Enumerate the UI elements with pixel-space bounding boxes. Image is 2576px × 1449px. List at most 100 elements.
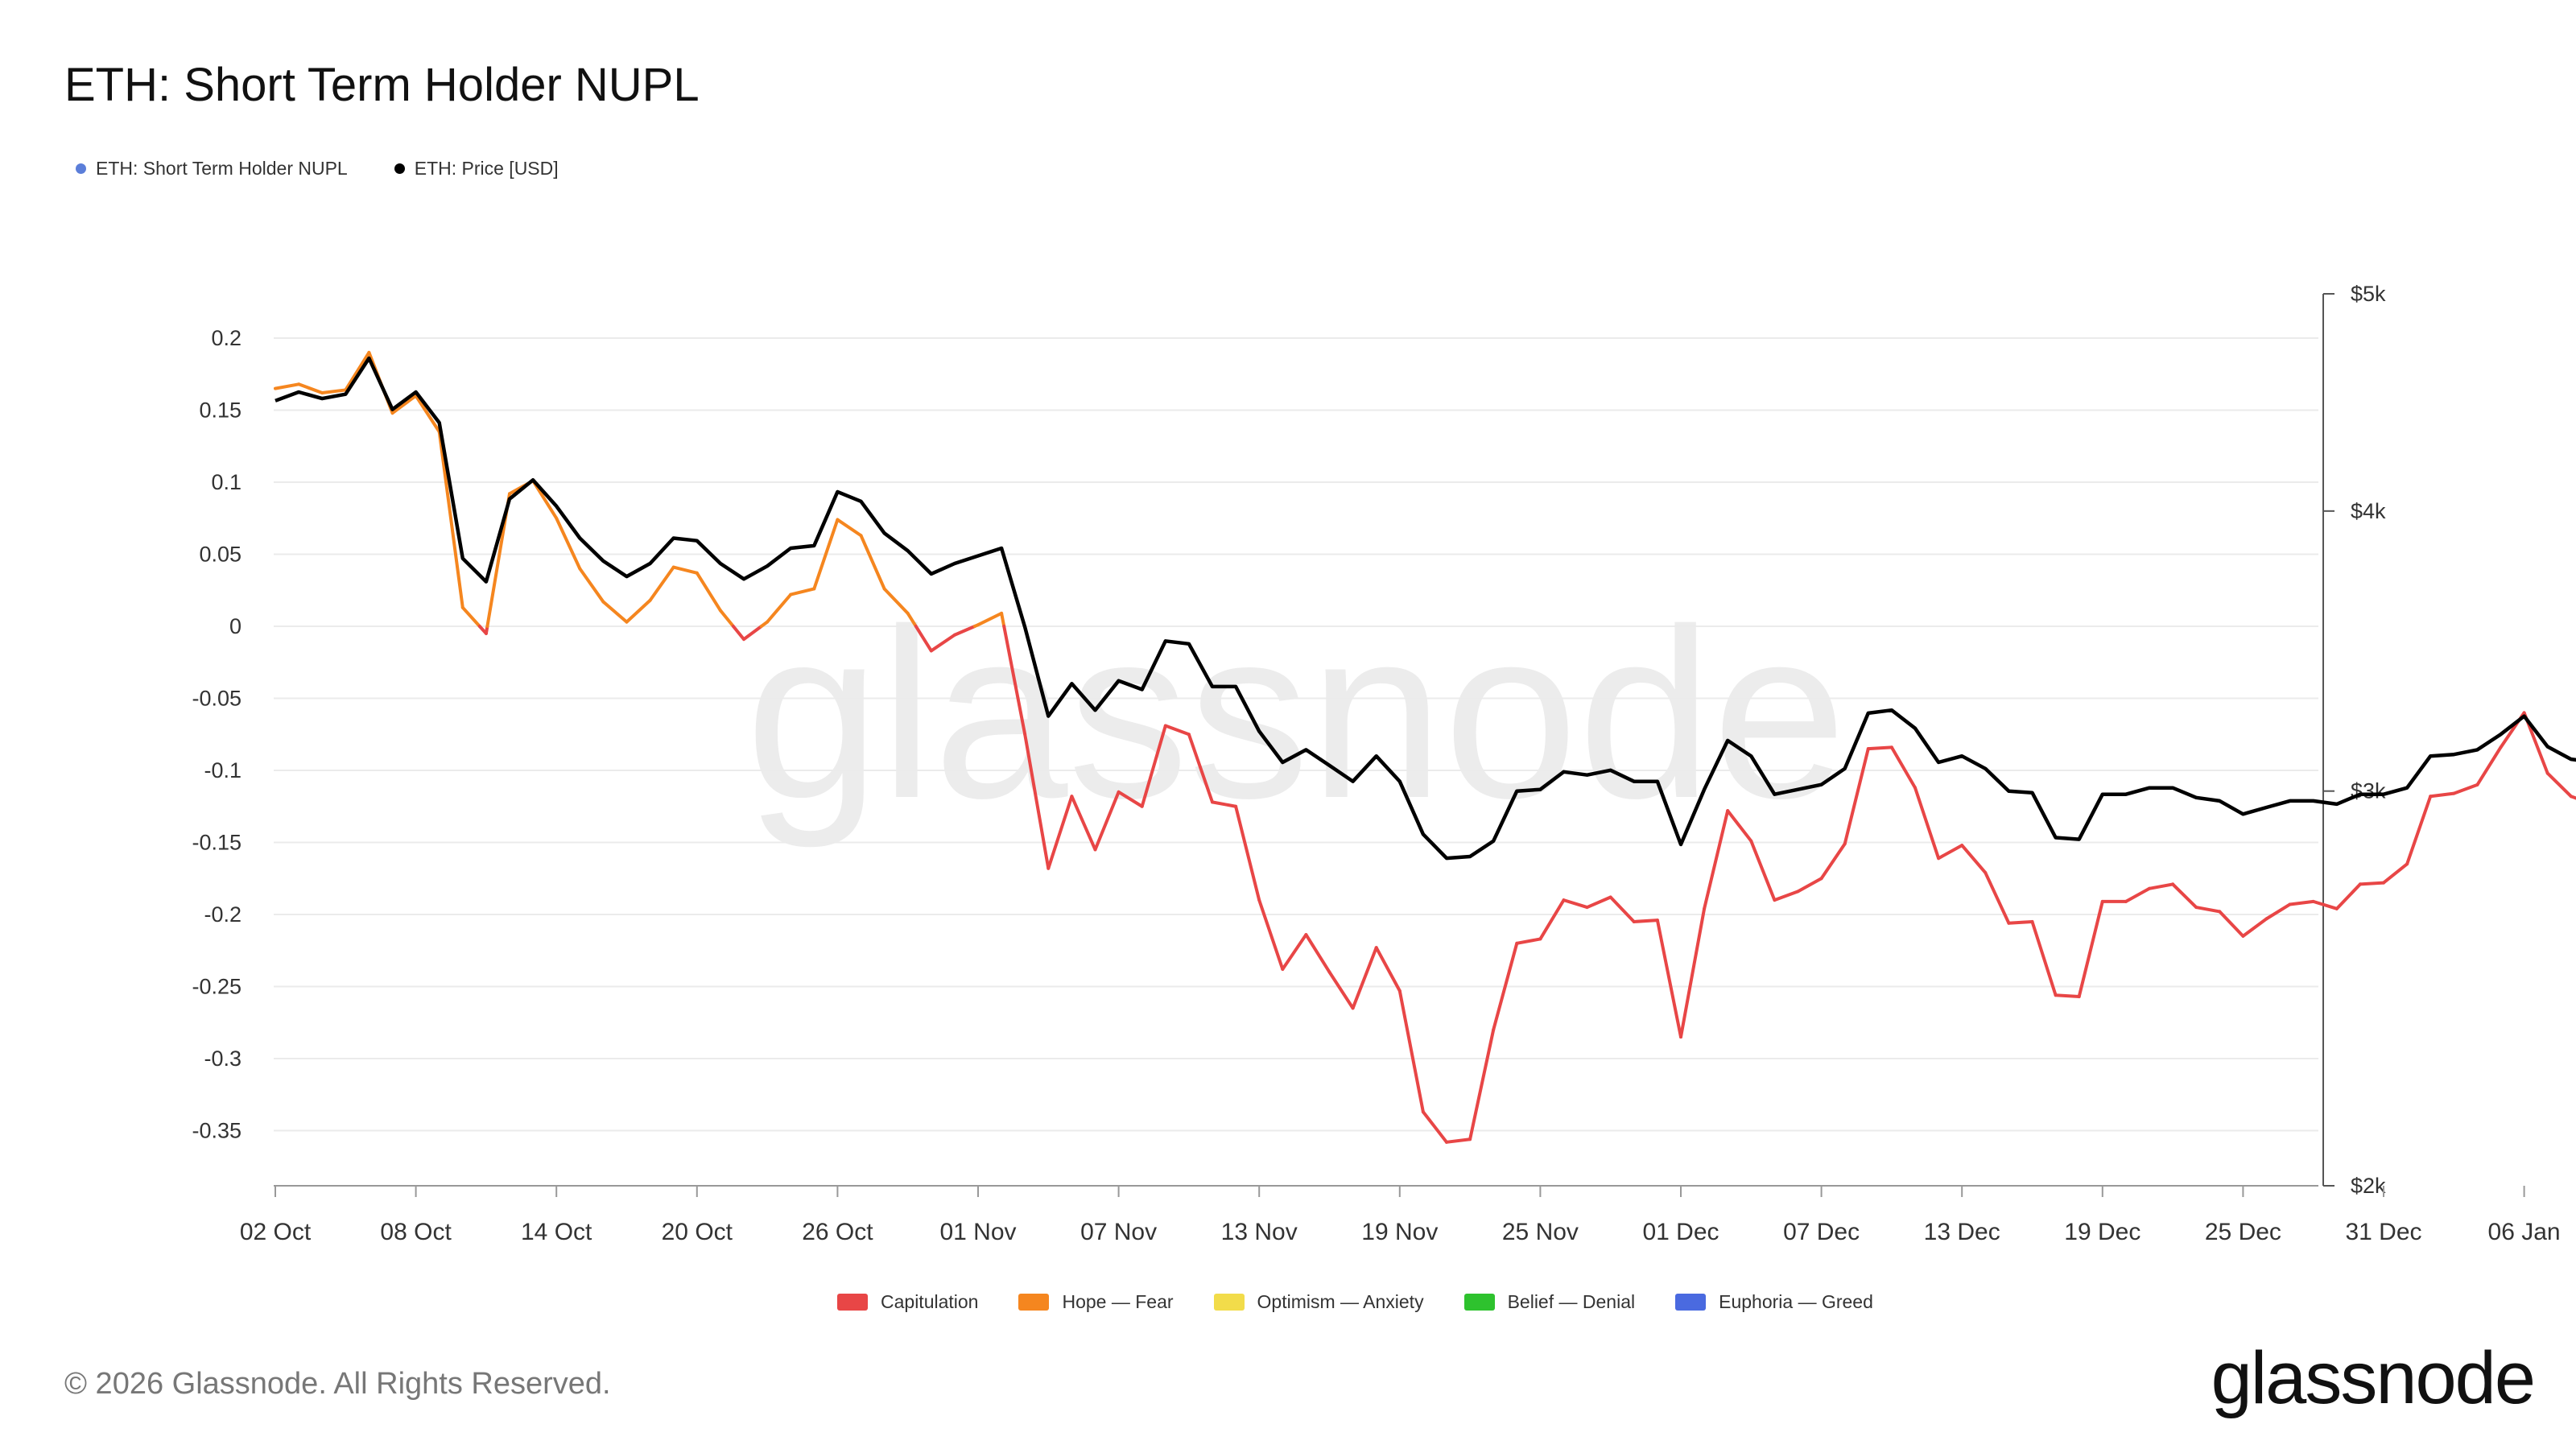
capitulation-swatch-icon: [837, 1294, 868, 1311]
zone-legend-hope-fear[interactable]: Hope — Fear: [1018, 1291, 1174, 1313]
nupl-line-segment: [1000, 611, 1006, 628]
nupl-line-segment: [390, 394, 418, 415]
top-legend: ETH: Short Term Holder NUPL ETH: Price […: [76, 158, 559, 180]
nupl-line-segment: [1538, 898, 1566, 941]
x-tick-label: 07 Nov: [1080, 1219, 1157, 1245]
nupl-line-segment: [1819, 842, 1847, 881]
nupl-line-segment: [625, 598, 652, 624]
x-tick-label: 01 Dec: [1642, 1219, 1719, 1245]
nupl-line-segment: [414, 394, 441, 434]
nupl-line-segment: [2475, 745, 2503, 786]
nupl-line-segment: [1187, 733, 1214, 804]
x-tick-label: 13 Nov: [1221, 1219, 1298, 1245]
nupl-line-segment: [1608, 895, 1636, 923]
nupl-line-segment: [695, 571, 722, 613]
zone-label-belief-denial: Belief — Denial: [1507, 1291, 1636, 1312]
y-left-tick-label: 0.15: [199, 398, 242, 423]
nupl-line-segment: [2334, 882, 2362, 910]
x-tick-label: 19 Dec: [2064, 1219, 2140, 1245]
x-tick-label: 25 Nov: [1502, 1219, 1579, 1245]
zone-label-optimism-anxiety: Optimism — Anxiety: [1257, 1291, 1424, 1312]
nupl-line-segment: [742, 625, 763, 642]
y-right-tick-label: $2k: [2351, 1174, 2386, 1198]
zone-legend-capitulation[interactable]: Capitulation: [837, 1291, 978, 1313]
y-left-tick-label: 0.05: [199, 543, 242, 567]
price-legend-dot-icon: [394, 163, 405, 174]
nupl-line-segment: [882, 587, 910, 615]
nupl-line-segment: [914, 625, 933, 653]
nupl-line-segment: [344, 350, 371, 392]
zone-legend: Capitulation Hope — Fear Optimism — Anxi…: [837, 1291, 1873, 1313]
nupl-line-segment: [2545, 771, 2573, 799]
glassnode-logo[interactable]: glassnode: [2211, 1337, 2536, 1419]
nupl-line-segment: [1234, 804, 1261, 902]
zone-legend-optimism-anxiety[interactable]: Optimism — Anxiety: [1213, 1291, 1424, 1313]
nupl-line-segment: [1679, 906, 1707, 1039]
x-tick-label: 31 Dec: [2345, 1219, 2421, 1245]
y-left-tick-label: -0.2: [204, 902, 242, 927]
legend-item-price[interactable]: ETH: Price [USD]: [394, 158, 559, 180]
watermark: glassnode: [745, 578, 1847, 850]
nupl-line-segment: [1163, 724, 1191, 737]
nupl-line-segment: [2358, 881, 2385, 886]
x-tick-label: 01 Nov: [939, 1219, 1016, 1245]
x-tick-label: 25 Dec: [2205, 1219, 2281, 1245]
x-tick-label: 14 Oct: [521, 1219, 592, 1245]
nupl-line-segment: [1632, 919, 1659, 923]
nupl-line-segment: [460, 605, 481, 628]
y-left-tick-label: -0.25: [192, 975, 242, 999]
nupl-line-segment: [320, 388, 348, 395]
nupl-line-segment: [2311, 899, 2339, 910]
copyright: © 2026 Glassnode. All Rights Reserved.: [64, 1367, 611, 1401]
nupl-line-segment: [2054, 993, 2081, 999]
nupl-line-segment: [836, 518, 863, 538]
nupl-line-segment: [1562, 898, 1589, 910]
zone-label-euphoria-greed: Euphoria — Greed: [1719, 1291, 1873, 1312]
nupl-line-segment: [1374, 946, 1402, 993]
nupl-line-segment: [1304, 933, 1331, 974]
y-left-tick-label: 0.1: [211, 470, 242, 494]
x-tick-label: 08 Oct: [380, 1219, 452, 1245]
nupl-line-segment: [555, 516, 582, 571]
nupl-line-segment: [976, 611, 1004, 627]
nupl-line-segment: [1749, 839, 1777, 902]
nupl-line-segment: [2405, 795, 2433, 866]
y-left-tick-label: -0.3: [204, 1046, 242, 1071]
x-tick-label: 26 Oct: [802, 1219, 873, 1245]
nupl-line-segment: [1023, 733, 1051, 870]
hope-fear-swatch-icon: [1018, 1294, 1050, 1311]
y-right-tick-label: $5k: [2351, 282, 2386, 306]
nupl-line-segment: [1960, 844, 1988, 875]
zone-label-hope-fear: Hope — Fear: [1062, 1291, 1174, 1312]
nupl-line-segment: [1070, 795, 1097, 852]
chart-title: ETH: Short Term Holder NUPL: [64, 59, 700, 111]
x-tick-label: 02 Oct: [240, 1219, 312, 1245]
nupl-line-segment: [1117, 790, 1144, 808]
nupl-line-segment: [1889, 745, 1917, 790]
euphoria-greed-swatch-icon: [1675, 1294, 1707, 1311]
nupl-line-segment: [2382, 862, 2409, 885]
nupl-line-segment: [1397, 989, 1425, 1114]
x-tick-label: 20 Oct: [662, 1219, 733, 1245]
nupl-line-segment: [1351, 946, 1378, 1010]
y-left-tick-label: -0.35: [192, 1119, 242, 1143]
belief-denial-swatch-icon: [1463, 1294, 1495, 1311]
nupl-line-segment: [1257, 898, 1285, 972]
nupl-legend-dot-icon: [76, 163, 86, 174]
nupl-line-segment: [1445, 1137, 1472, 1144]
nupl-line-segment: [601, 600, 629, 624]
zone-legend-euphoria-greed[interactable]: Euphoria — Greed: [1675, 1291, 1873, 1313]
nupl-line-segment: [812, 518, 840, 591]
nupl-line-segment: [1585, 895, 1612, 910]
nupl-line-segment: [718, 609, 735, 628]
nupl-line-segment: [2030, 919, 2058, 997]
nupl-line-segment: [1211, 800, 1238, 808]
nupl-line-segment: [297, 382, 324, 395]
nupl-line-segment: [1281, 933, 1308, 972]
zone-legend-belief-denial[interactable]: Belief — Denial: [1463, 1291, 1636, 1313]
nupl-line-segment: [766, 592, 793, 624]
legend-item-nupl[interactable]: ETH: Short Term Holder NUPL: [76, 158, 348, 180]
grid: [274, 337, 2318, 1132]
nupl-line-segment: [2171, 882, 2198, 910]
nupl-line-segment: [731, 625, 745, 642]
